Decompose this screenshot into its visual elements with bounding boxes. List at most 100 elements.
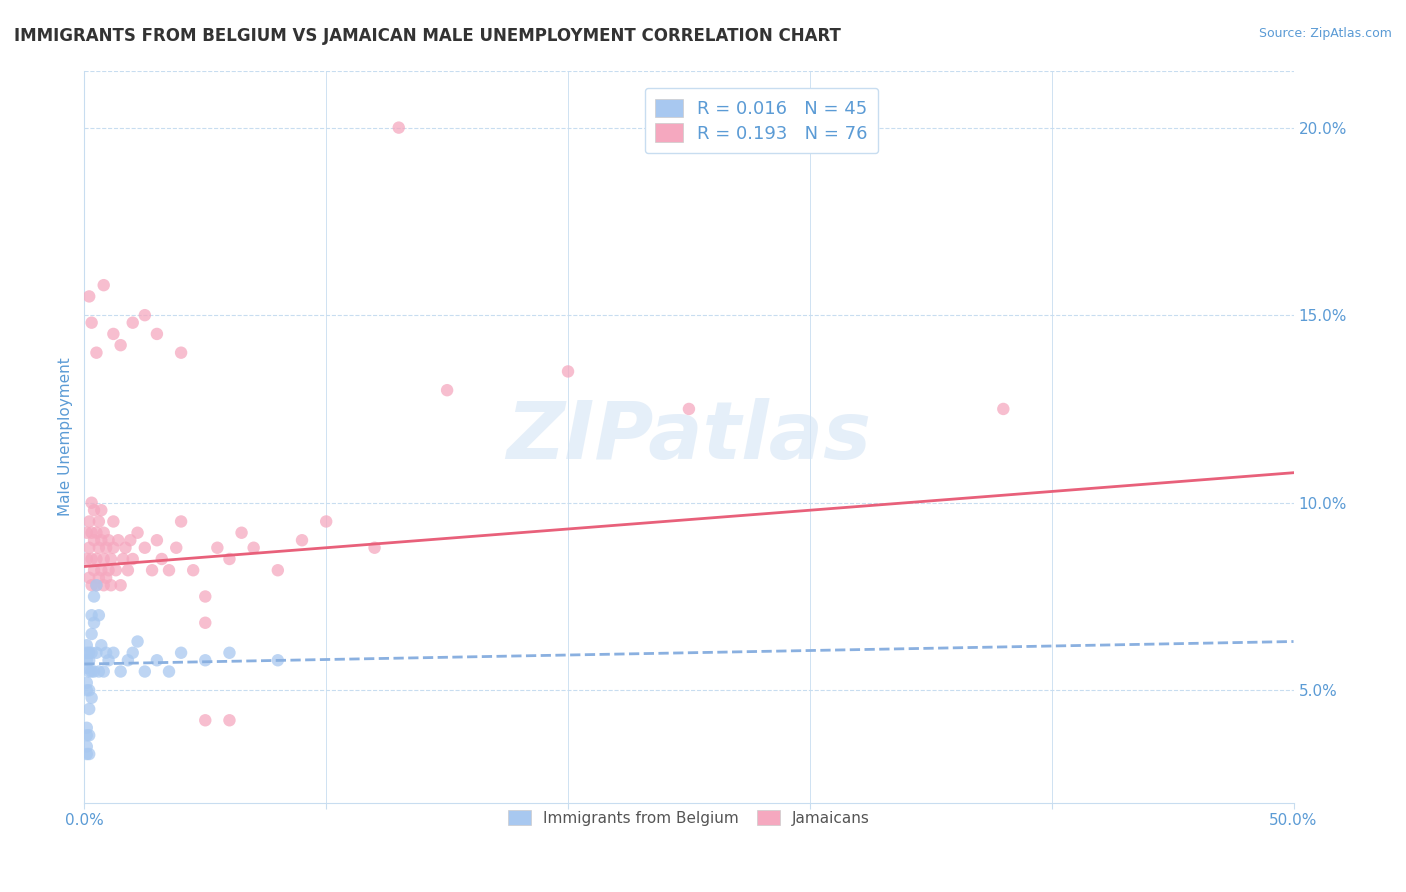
Point [76,653,98,667]
Point [77,515,100,529]
Point [134,541,156,555]
Point [87,515,110,529]
Point [114,541,136,555]
Point [76,728,98,742]
Point [76,638,98,652]
Point [83,665,105,679]
Point [77,728,100,742]
Point [87,571,110,585]
Point [87,541,110,555]
Text: Source: ZipAtlas.com: Source: ZipAtlas.com [1258,27,1392,40]
Point [76,739,98,754]
Point [77,683,100,698]
Point [127,525,149,540]
Point [80,578,103,592]
Point [77,665,100,679]
Point [76,675,98,690]
Point [127,634,149,648]
Point [97,653,120,667]
Point [170,515,193,529]
Point [80,496,103,510]
Point [181,563,204,577]
Y-axis label: Male Unemployment: Male Unemployment [58,358,73,516]
Point [141,563,163,577]
Point [207,541,229,555]
Point [231,525,253,540]
Point [90,533,112,548]
Point [76,683,98,698]
Point [121,646,143,660]
Point [103,326,125,341]
Point [121,552,143,566]
Point [86,646,108,660]
Text: ZIPatlas: ZIPatlas [506,398,872,476]
Point [86,525,108,540]
Point [993,401,1015,416]
Point [83,615,105,630]
Point [218,713,240,727]
Point [110,578,132,592]
Point [218,646,240,660]
Point [120,533,142,548]
Point [100,578,122,592]
Point [77,571,100,585]
Point [76,646,98,660]
Point [80,608,103,623]
Point [93,552,115,566]
Point [103,646,125,660]
Point [267,563,290,577]
Point [76,661,98,675]
Point [83,503,105,517]
Point [86,578,108,592]
Point [170,345,193,359]
Point [117,563,139,577]
Point [77,747,100,761]
Point [87,665,110,679]
Point [77,289,100,303]
Point [315,515,337,529]
Text: IMMIGRANTS FROM BELGIUM VS JAMAICAN MALE UNEMPLOYMENT CORRELATION CHART: IMMIGRANTS FROM BELGIUM VS JAMAICAN MALE… [14,27,841,45]
Point [170,646,193,660]
Point [103,541,125,555]
Point [80,627,103,641]
Point [86,552,108,566]
Point [436,383,458,397]
Point [121,316,143,330]
Point [267,653,290,667]
Point [157,563,180,577]
Point [165,541,187,555]
Point [146,653,169,667]
Point [110,665,132,679]
Point [134,308,156,322]
Point [86,578,108,592]
Point [76,525,98,540]
Point [678,401,700,416]
Point [90,503,112,517]
Point [557,364,579,378]
Point [76,747,98,761]
Point [80,690,103,705]
Point [93,278,115,293]
Point [218,552,240,566]
Point [134,665,156,679]
Point [76,721,98,735]
Point [80,665,103,679]
Point [93,525,115,540]
Point [146,533,169,548]
Point [100,552,122,566]
Point [104,563,127,577]
Point [107,533,129,548]
Point [194,590,217,604]
Point [87,608,110,623]
Point [388,120,411,135]
Point [194,653,217,667]
Point [90,638,112,652]
Point [103,515,125,529]
Point [194,615,217,630]
Point [94,646,117,660]
Point [363,541,385,555]
Point [112,552,135,566]
Point [242,541,264,555]
Point [83,563,105,577]
Point [76,552,98,566]
